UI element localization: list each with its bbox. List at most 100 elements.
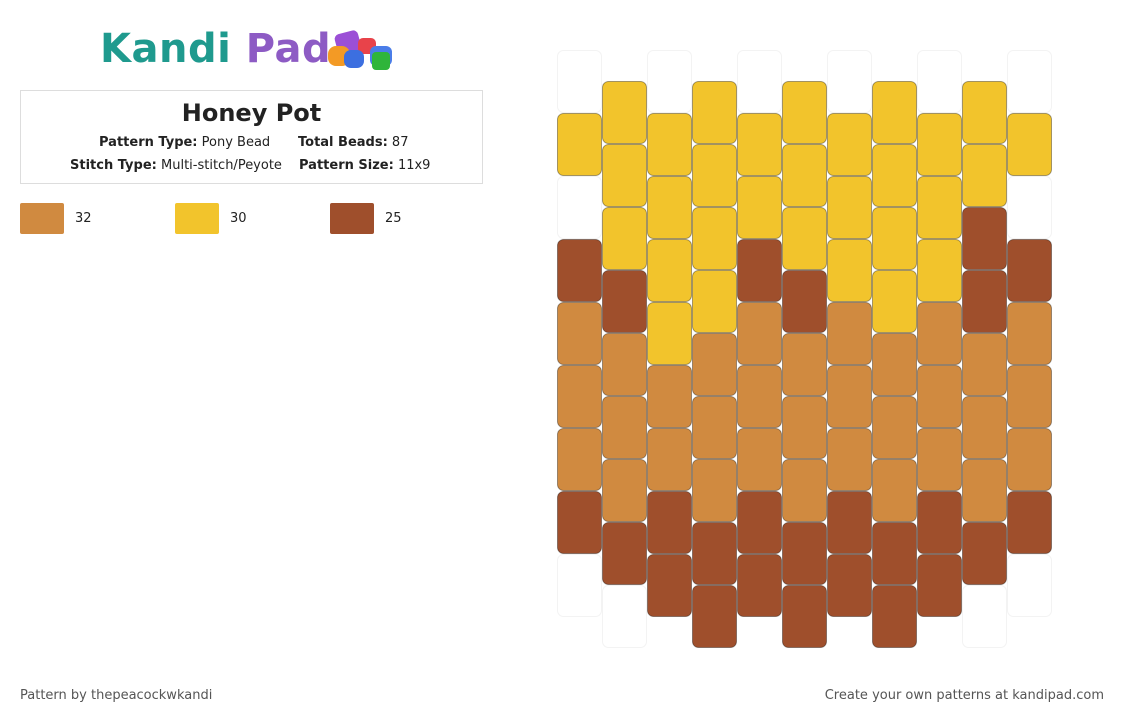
bead bbox=[827, 302, 872, 365]
bead bbox=[647, 491, 692, 554]
bead bbox=[557, 491, 602, 554]
bead bbox=[827, 113, 872, 176]
bead bbox=[827, 50, 872, 113]
bead bbox=[917, 239, 962, 302]
pattern-size: Pattern Size: 11x9 bbox=[299, 158, 430, 173]
bead bbox=[557, 428, 602, 491]
bead bbox=[602, 522, 647, 585]
bead bbox=[1007, 365, 1052, 428]
bead bbox=[1007, 428, 1052, 491]
bead bbox=[872, 459, 917, 522]
value: 11x9 bbox=[397, 158, 431, 173]
footer-credit: Pattern by thepeacockwkandi bbox=[20, 688, 213, 703]
bead bbox=[557, 50, 602, 113]
bead bbox=[1007, 239, 1052, 302]
bead bbox=[647, 50, 692, 113]
bead bbox=[737, 428, 782, 491]
bead bbox=[917, 428, 962, 491]
value: Pony Bead bbox=[201, 135, 271, 150]
bead bbox=[647, 365, 692, 428]
bead bbox=[782, 396, 827, 459]
total-beads: Total Beads: 87 bbox=[298, 135, 408, 150]
bead bbox=[737, 365, 782, 428]
bead bbox=[647, 113, 692, 176]
bead bbox=[872, 207, 917, 270]
bead-count: 30 bbox=[230, 211, 247, 226]
bead bbox=[602, 207, 647, 270]
bead bbox=[872, 333, 917, 396]
bead bbox=[692, 207, 737, 270]
bead bbox=[647, 428, 692, 491]
bead bbox=[602, 459, 647, 522]
bead bbox=[962, 585, 1007, 648]
bead bbox=[737, 554, 782, 617]
logo-text[interactable]: Kandi Pad bbox=[100, 26, 332, 72]
bead bbox=[827, 491, 872, 554]
bead bbox=[917, 50, 962, 113]
swatch bbox=[20, 203, 64, 234]
bead bbox=[962, 396, 1007, 459]
bead bbox=[827, 239, 872, 302]
footer-link[interactable]: Create your own patterns at kandipad.com bbox=[824, 688, 1104, 703]
bead bbox=[782, 585, 827, 648]
bead bbox=[602, 585, 647, 648]
bead bbox=[647, 239, 692, 302]
bead bbox=[602, 333, 647, 396]
bead bbox=[782, 522, 827, 585]
bead bbox=[962, 522, 1007, 585]
bead bbox=[602, 270, 647, 333]
logo[interactable]: Kandi Pad bbox=[100, 26, 331, 72]
bead bbox=[602, 81, 647, 144]
bead bbox=[782, 81, 827, 144]
value: Multi-stitch/Peyote bbox=[161, 158, 282, 173]
bead bbox=[782, 207, 827, 270]
bead-count: 32 bbox=[75, 211, 92, 226]
bead bbox=[827, 554, 872, 617]
bead bbox=[1007, 302, 1052, 365]
bead bbox=[872, 522, 917, 585]
bead bbox=[692, 396, 737, 459]
bead bbox=[962, 144, 1007, 207]
bead bbox=[872, 585, 917, 648]
bead bbox=[827, 428, 872, 491]
bead bbox=[872, 81, 917, 144]
bead bbox=[737, 113, 782, 176]
bead bbox=[557, 113, 602, 176]
bead bbox=[737, 50, 782, 113]
bead bbox=[962, 270, 1007, 333]
bead bbox=[917, 176, 962, 239]
logo-icon bbox=[328, 30, 392, 70]
bead bbox=[557, 365, 602, 428]
bead bbox=[692, 81, 737, 144]
bead bbox=[917, 365, 962, 428]
bead bbox=[737, 176, 782, 239]
label: Total Beads: bbox=[298, 135, 388, 150]
bead bbox=[692, 459, 737, 522]
bead bbox=[692, 333, 737, 396]
bead bbox=[827, 365, 872, 428]
bead bbox=[557, 239, 602, 302]
bead bbox=[872, 270, 917, 333]
bead bbox=[1007, 491, 1052, 554]
bead bbox=[737, 491, 782, 554]
bead bbox=[917, 554, 962, 617]
bead bbox=[782, 270, 827, 333]
bead bbox=[737, 239, 782, 302]
swatch bbox=[175, 203, 219, 234]
bead bbox=[1007, 554, 1052, 617]
label: Pattern Size: bbox=[299, 158, 394, 173]
bead bbox=[557, 176, 602, 239]
bead bbox=[1007, 176, 1052, 239]
bead bbox=[647, 302, 692, 365]
swatch bbox=[330, 203, 374, 234]
bead-count: 25 bbox=[385, 211, 402, 226]
bead bbox=[917, 113, 962, 176]
bead bbox=[737, 302, 782, 365]
bead bbox=[692, 270, 737, 333]
bead bbox=[782, 459, 827, 522]
bead bbox=[647, 176, 692, 239]
bead bbox=[917, 491, 962, 554]
label: Pattern Type: bbox=[99, 135, 198, 150]
